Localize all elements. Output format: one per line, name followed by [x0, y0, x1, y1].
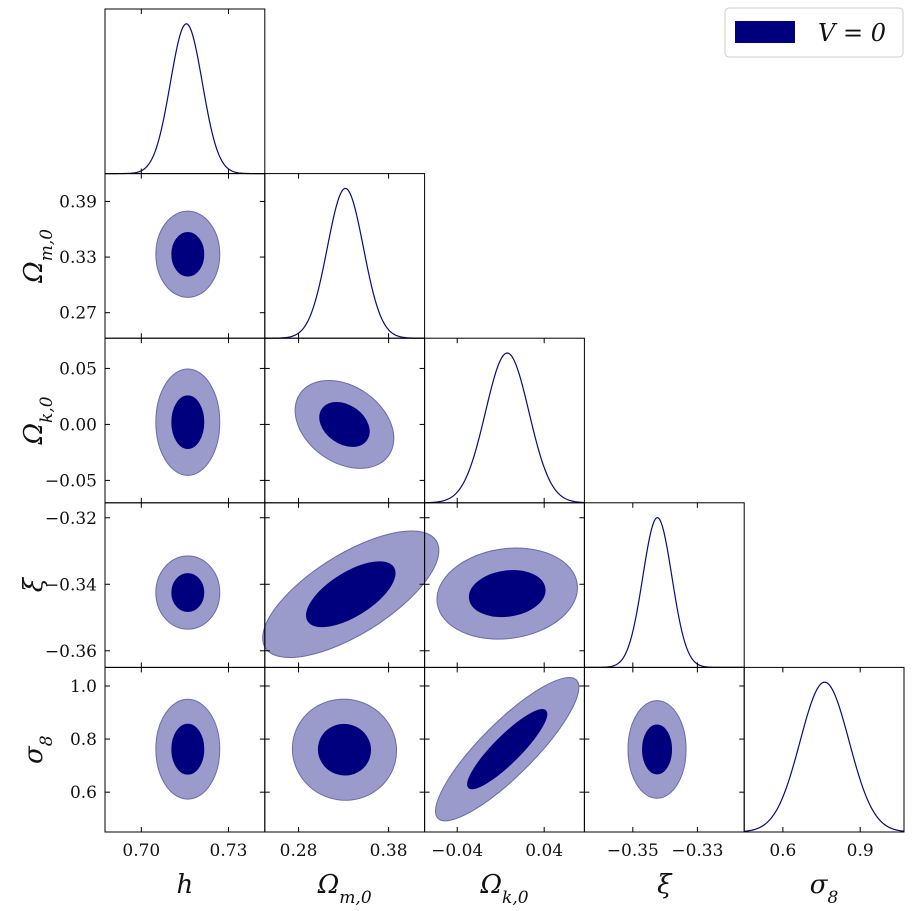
contour-inner-h-xi — [171, 573, 205, 613]
panel-frames-layer — [104, 8, 905, 833]
y-axis-label-ok: Ωk,0 — [19, 396, 57, 445]
x-tick-label-s8: 0.9 — [847, 841, 874, 861]
x-tick-label-xi: −0.33 — [671, 841, 723, 861]
contour-inner-ok-xi — [468, 570, 546, 618]
contours-layer — [155, 210, 687, 822]
x-axis-label-h: h — [177, 870, 194, 900]
x-axis-label-om: Ωm,0 — [317, 870, 372, 908]
panel-h-h — [104, 8, 266, 175]
y-tick-label-ok: 0.05 — [59, 359, 97, 379]
contour-inner-om-ok — [319, 401, 370, 447]
marginal-curves-layer — [105, 23, 905, 832]
legend: V = 0 — [724, 7, 904, 58]
y-axis-label-s8: σ8 — [19, 735, 57, 764]
contour-inner-xi-s8 — [642, 724, 673, 775]
panel-xi-xi — [583, 502, 745, 668]
marginal-curve-om — [264, 187, 425, 339]
contour-inner-om-s8 — [317, 723, 372, 776]
y-tick-label-s8: 1.0 — [70, 677, 97, 697]
x-tick-label-h: 0.70 — [122, 841, 160, 861]
x-tick-label-om: 0.28 — [280, 841, 318, 861]
y-tick-label-om: 0.33 — [59, 248, 97, 268]
marginal-curve-h — [105, 23, 265, 175]
marginal-curve-xi — [584, 516, 745, 668]
contour-inner-om-xi — [306, 561, 396, 628]
x-tick-label-h: 0.73 — [210, 841, 248, 861]
x-axis-label-ok: Ωk,0 — [479, 870, 528, 908]
x-tick-label-ok: −0.04 — [431, 841, 483, 861]
x-axis-label-xi: ξ — [657, 870, 673, 900]
contour-inner-h-om — [171, 231, 205, 277]
panel-ok-ok — [424, 337, 585, 504]
y-tick-label-xi: −0.32 — [45, 509, 97, 529]
y-tick-label-xi: −0.36 — [45, 642, 97, 662]
y-axis-label-sub-ok: k,0 — [37, 396, 57, 423]
y-axis-label-sub-om: m,0 — [37, 229, 57, 262]
x-tick-label-xi: −0.35 — [607, 841, 659, 861]
y-tick-label-ok: 0.00 — [59, 415, 97, 435]
legend-box — [724, 7, 904, 58]
contour-inner-ok-s8 — [467, 709, 548, 790]
legend-swatch — [735, 21, 795, 43]
ticks-layer — [105, 9, 861, 832]
y-axis-label-sub-s8: 8 — [37, 735, 57, 746]
contour-inner-h-ok — [171, 395, 205, 449]
y-tick-label-om: 0.27 — [59, 304, 97, 324]
marginal-curve-s8 — [744, 681, 905, 832]
x-tick-label-ok: 0.04 — [525, 841, 563, 861]
x-tick-label-s8: 0.6 — [769, 841, 796, 861]
y-tick-label-s8: 0.8 — [70, 730, 97, 750]
x-tick-label-om: 0.38 — [370, 841, 408, 861]
y-axis-label-om: Ωm,0 — [19, 229, 57, 284]
panel-s8-s8 — [743, 666, 905, 833]
y-tick-label-ok: −0.05 — [45, 471, 97, 491]
x-axis-label-sub-om: m,0 — [339, 888, 372, 908]
panel-om-om — [264, 173, 426, 339]
y-axis-label-xi: ξ — [19, 576, 49, 592]
contour-inner-h-s8 — [171, 723, 205, 775]
x-axis-label-sub-ok: k,0 — [502, 888, 529, 908]
y-tick-label-xi: −0.34 — [45, 575, 97, 595]
y-tick-label-om: 0.39 — [59, 192, 97, 212]
y-tick-label-s8: 0.6 — [70, 783, 97, 803]
legend-label: V = 0 — [818, 19, 886, 47]
marginal-curve-ok — [424, 352, 585, 504]
x-axis-label-sub-s8: 8 — [828, 888, 839, 908]
x-axis-label-s8: σ8 — [810, 870, 839, 908]
